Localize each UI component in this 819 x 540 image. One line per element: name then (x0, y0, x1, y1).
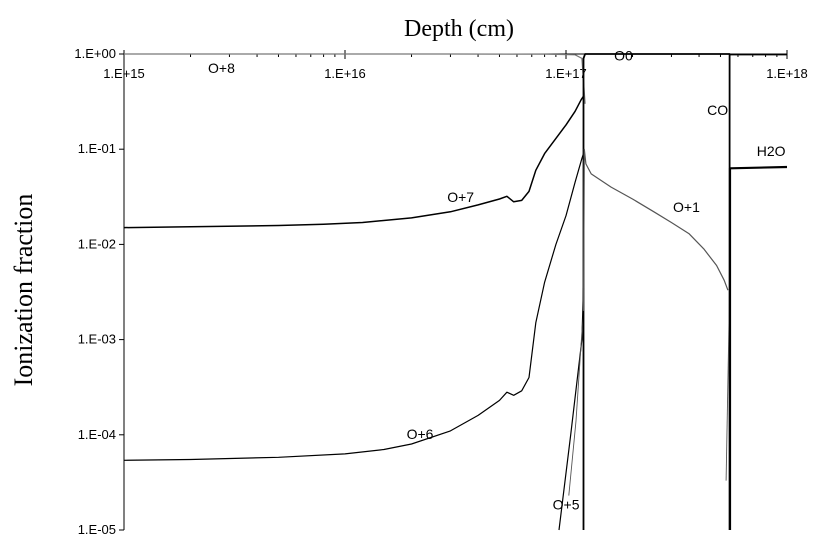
x-tick-label: 1.E+16 (324, 66, 366, 81)
series-label: H2O (757, 143, 786, 159)
series-line-o-5 (558, 287, 585, 531)
y-tick-label: 1.E-02 (78, 236, 116, 251)
series-line-o-7 (123, 95, 585, 229)
series-line-o-6 (123, 153, 585, 461)
plot-area (123, 53, 788, 531)
series-labels: O+8 O+7 O+6 O+5 O0 O+1 CO H2O (208, 48, 786, 513)
series-label: O+8 (208, 60, 235, 76)
series-label: O+6 (407, 426, 434, 442)
series-line-h2o (728, 165, 788, 530)
x-axis-title: Depth (cm) (404, 16, 514, 42)
series-label: CO (707, 102, 728, 118)
series-label: O+5 (553, 496, 580, 512)
x-tick-label: 1.E+18 (766, 66, 808, 81)
axes: 1.E+00 1.E-01 1.E-02 1.E-03 1.E-04 1.E-05 1.E+… (74, 46, 807, 537)
x-tick-label: 1.E+17 (545, 66, 587, 81)
series-line-o0 (582, 53, 731, 530)
series-line-o-8 (124, 53, 586, 104)
series-label: O0 (614, 48, 633, 64)
series-line-co (729, 53, 787, 56)
series-line-o-1 (582, 148, 729, 311)
series-label: O+1 (673, 199, 700, 215)
y-axis-title: Ionization fraction (9, 194, 38, 387)
y-tick-label: 1.E-03 (78, 332, 116, 347)
y-tick-label: 1.E-04 (78, 427, 116, 442)
series-label: O+7 (447, 189, 474, 205)
y-tick-label: 1.E-05 (78, 522, 116, 537)
y-tick-label: 1.E-01 (78, 141, 116, 156)
series-line-o-5-thin (568, 310, 584, 496)
x-tick-label: 1.E+15 (103, 66, 145, 81)
y-tick-label: 1.E+00 (74, 46, 116, 61)
